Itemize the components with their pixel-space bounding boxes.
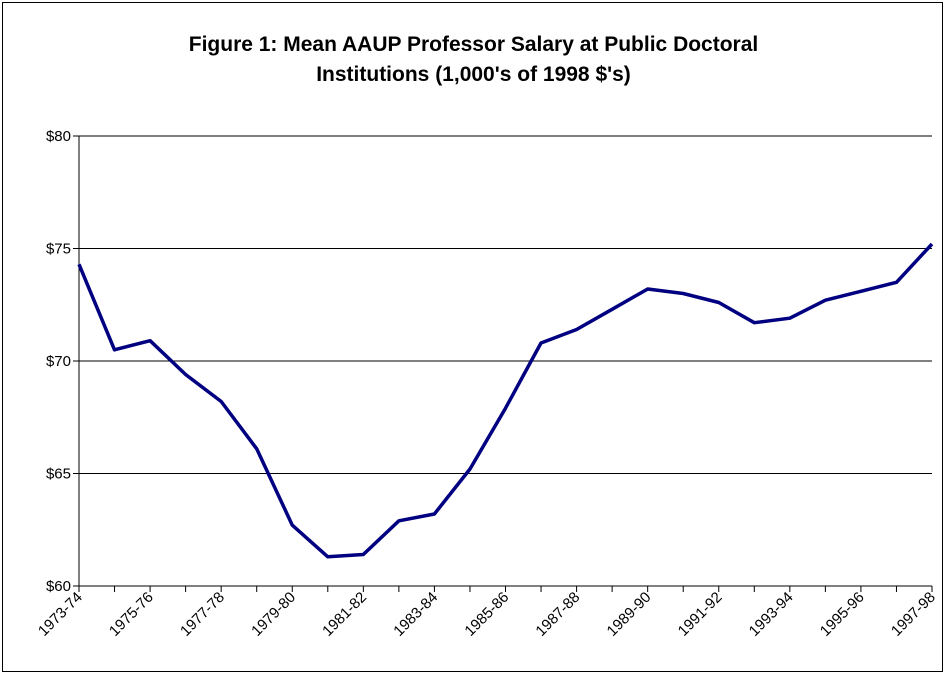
x-tick-label: 1975-76 [106,589,157,640]
x-tick-label: 1989-90 [604,589,655,640]
x-tick-label: 1991-92 [675,589,726,640]
y-tick-label: $60 [46,578,71,595]
chart-title: Figure 1: Mean AAUP Professor Salary at … [0,30,947,90]
y-tick-label: $65 [46,466,71,483]
y-tick-label: $80 [46,128,71,145]
x-tick-label: 1981-82 [319,589,370,640]
x-tick-label: 1993-94 [746,589,797,640]
y-tick-label: $75 [46,241,71,258]
x-tick-label: 1973-74 [35,589,86,640]
x-tick-label: 1987-88 [532,589,583,640]
x-tick-label: 1983-84 [390,589,441,640]
x-tick-label: 1977-78 [177,589,228,640]
series-line [77,242,934,559]
x-tick-label: 1979-80 [248,589,299,640]
x-tick-label: 1995-96 [817,589,868,640]
y-tick-label: $70 [46,353,71,370]
x-tick-label: 1985-86 [461,589,512,640]
chart-title-line-1: Figure 1: Mean AAUP Professor Salary at … [188,33,759,56]
chart-title-line-2: Institutions (1,000's of 1998 $'s) [316,63,631,86]
x-tick-label: 1997-98 [888,589,939,640]
